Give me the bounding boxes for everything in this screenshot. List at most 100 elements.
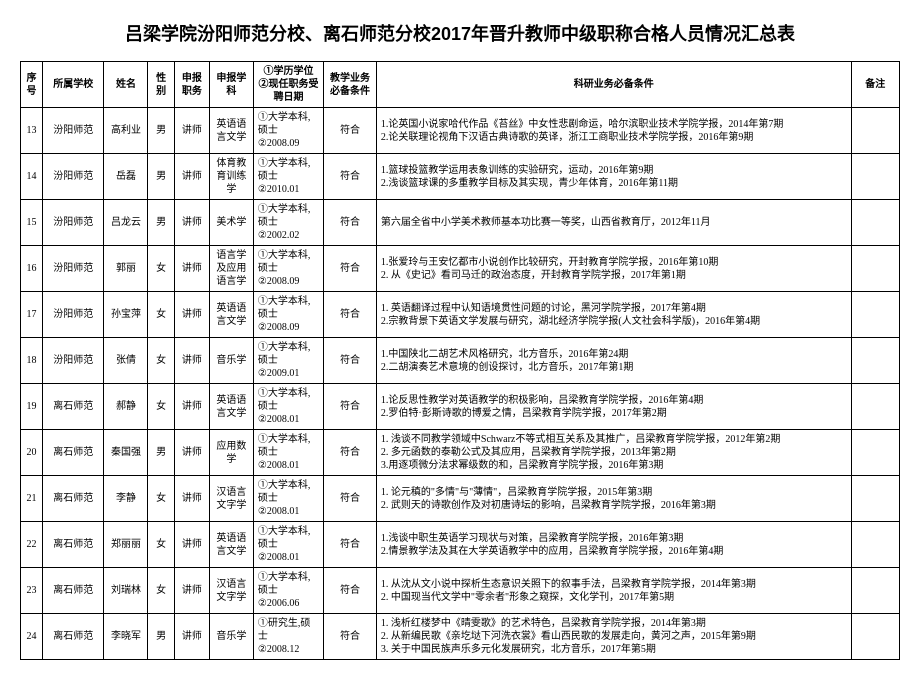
table-row: 18汾阳师范张倩女讲师音乐学①大学本科,硕士②2009.01符合1.中国陕北二胡… [21, 338, 900, 384]
cell-remark [851, 522, 899, 568]
cell-seq: 19 [21, 384, 43, 430]
cell-pos: 讲师 [174, 338, 209, 384]
table-row: 20离石师范秦国强男讲师应用数学①大学本科,硕士②2008.01符合1. 浅谈不… [21, 430, 900, 476]
table-row: 14汾阳师范岳磊男讲师体育教育训练学①大学本科,硕士②2010.01符合1.篮球… [21, 154, 900, 200]
cell-remark [851, 476, 899, 522]
cell-pos: 讲师 [174, 568, 209, 614]
cell-teach: 符合 [324, 292, 377, 338]
header-gender: 性别 [148, 62, 174, 108]
cell-name: 郝静 [104, 384, 148, 430]
cell-gender: 男 [148, 108, 174, 154]
cell-name: 岳磊 [104, 154, 148, 200]
cell-school: 汾阳师范 [42, 108, 104, 154]
cell-school: 汾阳师范 [42, 154, 104, 200]
cell-research: 1. 浅析红楼梦中《晴雯歌》的艺术特色，吕梁教育学院学报，2014年第3期2. … [376, 614, 851, 660]
cell-name: 高利业 [104, 108, 148, 154]
table-row: 15汾阳师范吕龙云男讲师美术学①大学本科,硕士②2002.02符合第六届全省中小… [21, 200, 900, 246]
cell-research: 1.论英国小说家哈代作品《苔丝》中女性悲剧命运，哈尔滨职业技术学院学报，2014… [376, 108, 851, 154]
cell-name: 郑丽丽 [104, 522, 148, 568]
table-row: 21离石师范李静女讲师汉语言文字学①大学本科,硕士②2008.01符合1. 论元… [21, 476, 900, 522]
cell-edu: ①大学本科,硕士②2008.01 [253, 522, 323, 568]
cell-edu: ①大学本科,硕士②2006.06 [253, 568, 323, 614]
cell-edu: ①研究生,硕士②2008.12 [253, 614, 323, 660]
cell-seq: 21 [21, 476, 43, 522]
cell-remark [851, 568, 899, 614]
cell-subject: 体育教育训练学 [209, 154, 253, 200]
cell-school: 离石师范 [42, 614, 104, 660]
cell-seq: 14 [21, 154, 43, 200]
cell-gender: 男 [148, 200, 174, 246]
cell-research: 1.浅谈中职生英语学习现状与对策，吕梁教育学院学报，2016年第3期2.情景教学… [376, 522, 851, 568]
header-research: 科研业务必备条件 [376, 62, 851, 108]
cell-seq: 20 [21, 430, 43, 476]
header-school: 所属学校 [42, 62, 104, 108]
cell-subject: 汉语言文字学 [209, 476, 253, 522]
header-teach: 教学业务必备条件 [324, 62, 377, 108]
cell-teach: 符合 [324, 384, 377, 430]
cell-teach: 符合 [324, 200, 377, 246]
cell-remark [851, 614, 899, 660]
cell-gender: 男 [148, 614, 174, 660]
cell-research: 1.论反思性教学对英语教学的积极影响，吕梁教育学院学报，2016年第4期2.罗伯… [376, 384, 851, 430]
cell-seq: 16 [21, 246, 43, 292]
cell-research: 1. 英语翻译过程中认知语境贯性问题的讨论，黑河学院学报，2017年第4期2.宗… [376, 292, 851, 338]
cell-research: 1.中国陕北二胡艺术风格研究，北方音乐，2016年第24期2.二胡演奏艺术意境的… [376, 338, 851, 384]
cell-pos: 讲师 [174, 476, 209, 522]
cell-remark [851, 292, 899, 338]
cell-edu: ①大学本科,硕士②2008.09 [253, 246, 323, 292]
cell-gender: 女 [148, 522, 174, 568]
cell-subject: 英语语言文学 [209, 108, 253, 154]
cell-name: 郭丽 [104, 246, 148, 292]
cell-gender: 女 [148, 338, 174, 384]
header-pos: 申报职务 [174, 62, 209, 108]
cell-gender: 男 [148, 154, 174, 200]
cell-seq: 18 [21, 338, 43, 384]
cell-subject: 音乐学 [209, 338, 253, 384]
cell-pos: 讲师 [174, 614, 209, 660]
table-row: 13汾阳师范高利业男讲师英语语言文学①大学本科,硕士②2008.09符合1.论英… [21, 108, 900, 154]
cell-subject: 语言学及应用语言学 [209, 246, 253, 292]
cell-teach: 符合 [324, 614, 377, 660]
table-row: 17汾阳师范孙宝萍女讲师英语语言文学①大学本科,硕士②2008.09符合1. 英… [21, 292, 900, 338]
cell-seq: 13 [21, 108, 43, 154]
cell-name: 吕龙云 [104, 200, 148, 246]
cell-research: 1. 浅谈不同教学领域中Schwarz不等式相互关系及其推广，吕梁教育学院学报，… [376, 430, 851, 476]
cell-research: 1.篮球投篮教学运用表象训练的实验研究，运动，2016年第9期2.浅谈篮球课的多… [376, 154, 851, 200]
cell-edu: ①大学本科,硕士②2009.01 [253, 338, 323, 384]
table-header-row: 序号 所属学校 姓名 性别 申报职务 申报学科 ①学历学位②现任职务受聘日期 教… [21, 62, 900, 108]
cell-school: 离石师范 [42, 568, 104, 614]
page-title: 吕梁学院汾阳师范分校、离石师范分校2017年晋升教师中级职称合格人员情况汇总表 [20, 20, 900, 46]
cell-research: 第六届全省中小学美术教师基本功比赛一等奖，山西省教育厅，2012年11月 [376, 200, 851, 246]
cell-research: 1. 论元稹的"多情"与"薄情"，吕梁教育学院学报，2015年第3期2. 武则天… [376, 476, 851, 522]
cell-teach: 符合 [324, 522, 377, 568]
cell-gender: 男 [148, 430, 174, 476]
table-row: 23离石师范刘瑞林女讲师汉语言文字学①大学本科,硕士②2006.06符合1. 从… [21, 568, 900, 614]
cell-teach: 符合 [324, 108, 377, 154]
cell-seq: 15 [21, 200, 43, 246]
cell-subject: 英语语言文学 [209, 384, 253, 430]
cell-remark [851, 430, 899, 476]
cell-edu: ①大学本科,硕士②2008.01 [253, 430, 323, 476]
table-row: 22离石师范郑丽丽女讲师英语语言文学①大学本科,硕士②2008.01符合1.浅谈… [21, 522, 900, 568]
table-row: 19离石师范郝静女讲师英语语言文学①大学本科,硕士②2008.01符合1.论反思… [21, 384, 900, 430]
cell-research: 1. 从沈从文小说中探析生态意识关照下的叙事手法，吕梁教育学院学报，2014年第… [376, 568, 851, 614]
cell-gender: 女 [148, 384, 174, 430]
cell-gender: 女 [148, 246, 174, 292]
table-row: 16汾阳师范郭丽女讲师语言学及应用语言学①大学本科,硕士②2008.09符合1.… [21, 246, 900, 292]
cell-name: 秦国强 [104, 430, 148, 476]
main-table: 序号 所属学校 姓名 性别 申报职务 申报学科 ①学历学位②现任职务受聘日期 教… [20, 61, 900, 660]
cell-pos: 讲师 [174, 292, 209, 338]
cell-pos: 讲师 [174, 246, 209, 292]
cell-teach: 符合 [324, 246, 377, 292]
cell-remark [851, 338, 899, 384]
cell-seq: 22 [21, 522, 43, 568]
cell-edu: ①大学本科,硕士②2002.02 [253, 200, 323, 246]
cell-school: 汾阳师范 [42, 292, 104, 338]
cell-teach: 符合 [324, 568, 377, 614]
cell-gender: 女 [148, 476, 174, 522]
cell-name: 刘瑞林 [104, 568, 148, 614]
cell-seq: 23 [21, 568, 43, 614]
cell-school: 汾阳师范 [42, 338, 104, 384]
cell-pos: 讲师 [174, 430, 209, 476]
cell-name: 张倩 [104, 338, 148, 384]
